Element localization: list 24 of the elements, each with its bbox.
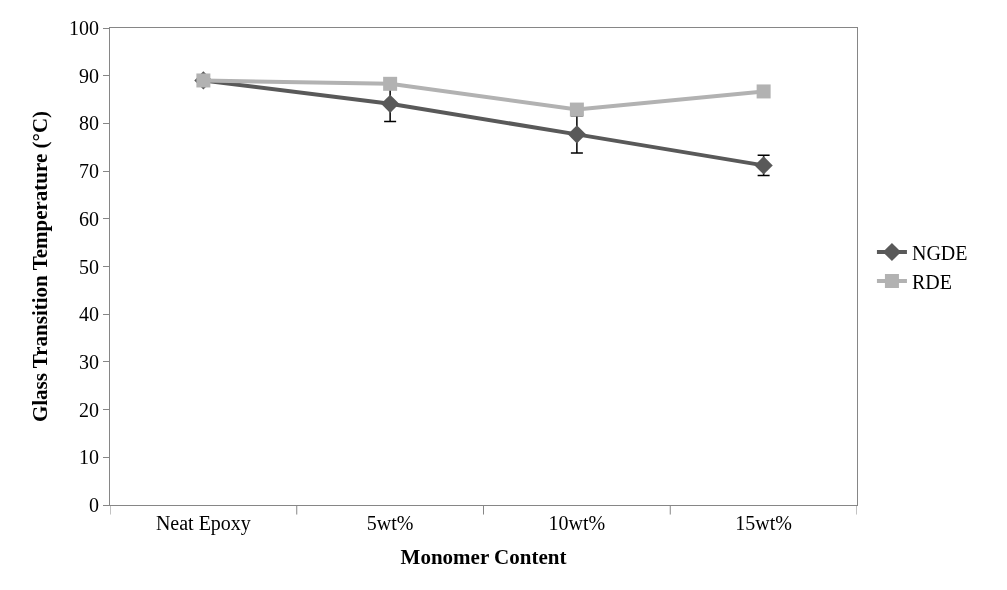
x-tick-label: 10wt% [548, 512, 606, 534]
y-tick-label: 100 [69, 17, 99, 39]
y-tick-label: 40 [79, 303, 99, 326]
y-tick-label: 80 [79, 112, 99, 135]
y-tick-label: 20 [79, 398, 99, 421]
point [567, 125, 586, 144]
point [569, 102, 584, 117]
y-tick-label: 30 [79, 350, 99, 373]
y-axis-title: Glass Transition Temperature (°C) [28, 110, 53, 423]
legend-label: RDE [911, 270, 952, 293]
legend-label: NGDE [911, 241, 968, 264]
point [381, 94, 400, 113]
y-tick-label: 10 [79, 446, 99, 469]
point [383, 76, 398, 91]
y-tick-label: 50 [79, 255, 99, 278]
x-tick-label: 15wt% [735, 512, 792, 534]
x-tick-label: 5wt% [366, 512, 414, 534]
y-tick-label: 0 [89, 494, 99, 516]
x-axis-title: Monomer Content [400, 545, 567, 570]
y-tick-label: 60 [79, 207, 99, 230]
x-tick-label: Neat Epoxy [155, 512, 251, 535]
y-tick-label: 90 [79, 64, 99, 87]
point [756, 84, 771, 99]
y-tick-label: 70 [79, 160, 99, 183]
